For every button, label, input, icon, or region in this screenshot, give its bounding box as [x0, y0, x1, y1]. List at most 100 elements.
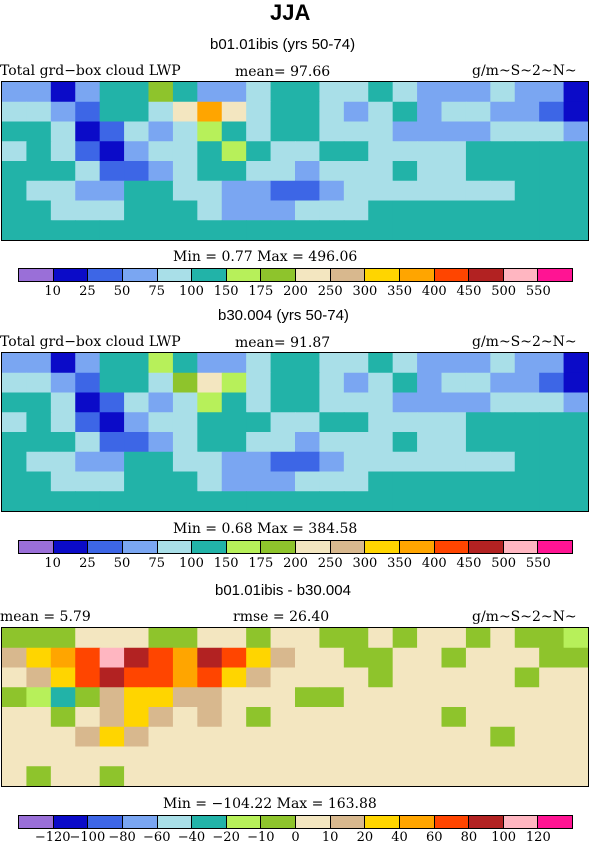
heatmap-cell [539, 200, 565, 221]
heatmap-cell [319, 200, 345, 221]
heatmap-cell [26, 161, 52, 182]
heatmap-cell [490, 161, 516, 182]
heatmap-cell [441, 200, 467, 221]
heatmap-cell [270, 746, 296, 767]
heatmap-cell [441, 180, 467, 202]
panel-2-heatmap [2, 353, 588, 511]
heatmap-cell [148, 220, 174, 240]
heatmap-cell [75, 82, 101, 103]
heatmap-cell [50, 667, 76, 688]
heatmap-cell [75, 432, 101, 453]
heatmap-cell [490, 141, 516, 162]
heatmap-cell [392, 200, 418, 221]
heatmap-cell [221, 766, 247, 786]
heatmap-cell [368, 647, 394, 669]
heatmap-cell [490, 220, 516, 240]
heatmap-cell [172, 687, 198, 708]
heatmap-cell [465, 392, 491, 413]
heatmap-cell [270, 180, 296, 202]
heatmap-cell [197, 180, 223, 202]
heatmap-cell [26, 372, 52, 394]
heatmap-cell [539, 372, 565, 394]
heatmap-cell [221, 491, 247, 511]
panel-2-center-label: mean= 91.87 [235, 335, 331, 351]
heatmap-cell [319, 491, 345, 511]
heatmap-cell [2, 647, 28, 669]
heatmap-cell [26, 353, 52, 374]
heatmap-cell [417, 647, 443, 669]
colorbar-swatch [226, 269, 262, 281]
heatmap-cell [319, 726, 345, 748]
heatmap-cell [417, 200, 443, 221]
heatmap-cell [417, 220, 443, 240]
heatmap-cell [221, 101, 247, 123]
heatmap-cell [319, 392, 345, 413]
heatmap-cell [490, 647, 516, 669]
heatmap-cell [26, 200, 52, 221]
heatmap-cell [148, 707, 174, 728]
heatmap-cell [172, 141, 198, 162]
heatmap-cell [514, 726, 540, 748]
heatmap-cell [270, 372, 296, 394]
heatmap-cell [392, 161, 418, 182]
heatmap-cell [246, 647, 272, 669]
heatmap-cell [26, 628, 52, 649]
heatmap-cell [99, 491, 125, 511]
heatmap-cell [441, 451, 467, 473]
heatmap-cell [270, 412, 296, 433]
colorbar-tick-label: 10 [44, 556, 61, 571]
heatmap-cell [270, 121, 296, 142]
heatmap-cell [75, 667, 101, 688]
colorbar-swatch [330, 541, 366, 553]
heatmap-cell [270, 451, 296, 473]
heatmap-cell [490, 180, 516, 202]
colorbar-swatch [365, 816, 400, 828]
heatmap-cell [246, 353, 272, 374]
heatmap-cell [514, 766, 540, 786]
heatmap-cell [392, 372, 418, 394]
heatmap-cell [392, 180, 418, 202]
heatmap-cell [392, 220, 418, 240]
heatmap-cell [563, 432, 588, 453]
heatmap-cell [2, 372, 28, 394]
heatmap-cell [514, 432, 540, 453]
colorbar-tick-label: 10 [44, 284, 61, 299]
heatmap-cell [75, 392, 101, 413]
heatmap-cell [221, 707, 247, 728]
heatmap-cell [148, 687, 174, 708]
heatmap-cell [368, 141, 394, 162]
heatmap-cell [270, 141, 296, 162]
heatmap-cell [417, 161, 443, 182]
heatmap-cell [295, 220, 321, 240]
heatmap-cell [441, 82, 467, 103]
heatmap-cell [295, 121, 321, 142]
heatmap-cell [246, 372, 272, 394]
heatmap-cell [2, 392, 28, 413]
heatmap-cell [197, 432, 223, 453]
heatmap-cell [124, 491, 150, 511]
heatmap-cell [99, 101, 125, 123]
heatmap-cell [563, 353, 588, 374]
heatmap-cell [465, 121, 491, 142]
heatmap-cell [2, 451, 28, 473]
heatmap-cell [2, 432, 28, 453]
heatmap-cell [295, 82, 321, 103]
heatmap-cell [441, 432, 467, 453]
heatmap-cell [563, 707, 588, 728]
colorbar-swatch [503, 541, 539, 553]
colorbar-swatch [538, 269, 572, 281]
heatmap-cell [221, 200, 247, 221]
heatmap-cell [2, 121, 28, 142]
heatmap-cell [490, 766, 516, 786]
heatmap-cell [197, 121, 223, 142]
heatmap-cell [563, 471, 588, 492]
heatmap-cell [197, 82, 223, 103]
heatmap-cell [343, 647, 369, 669]
heatmap-cell [392, 392, 418, 413]
heatmap-cell [417, 180, 443, 202]
heatmap-cell [392, 746, 418, 767]
heatmap-cell [221, 121, 247, 142]
panel-2-stats: Min = 0.68 Max = 384.58 [173, 521, 358, 537]
heatmap-cell [172, 471, 198, 492]
heatmap-cell [246, 432, 272, 453]
